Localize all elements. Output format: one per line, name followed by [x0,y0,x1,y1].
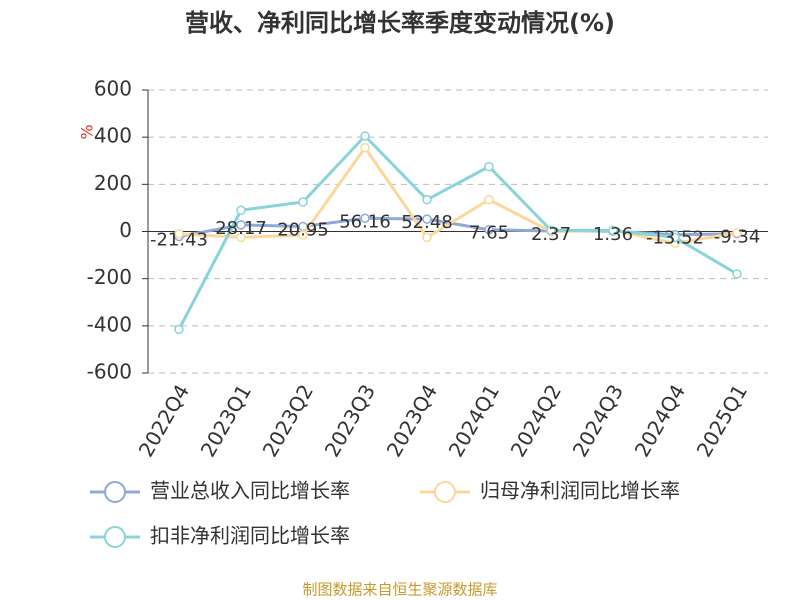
y-tick-label: 400 [94,124,132,148]
chart-title: 营收、净利同比增长率季度变动情况(%) [185,9,615,37]
x-tick-label: 2023Q4 [382,380,442,461]
point [174,324,184,335]
series-line [178,145,738,245]
legend-marker [104,481,126,503]
data-label: 28.17 [215,218,267,239]
point [422,214,432,224]
x-tick-label: 2022Q4 [134,380,194,461]
data-label: -13.52 [646,228,704,249]
point [732,269,742,279]
point [360,143,370,153]
data-label: 20.95 [277,220,329,241]
x-tick-label: 2023Q2 [258,380,318,461]
x-tick-label: 2024Q4 [630,380,690,461]
point [174,229,184,239]
data-label: 1.36 [593,224,633,245]
point [422,194,432,205]
data-label: 2.37 [531,224,571,245]
y-tick-label: 200 [94,171,132,195]
point [236,220,246,230]
y-axis-label: % [78,124,97,139]
point [670,232,680,243]
point [236,232,246,243]
x-tick-label: 2023Q1 [196,380,256,461]
point [360,213,370,224]
legend-label: 归母净利润同比增长率 [480,479,680,503]
point [732,227,742,238]
legend-label: 扣非净利润同比增长率 [150,524,350,548]
point [608,225,618,236]
point [298,197,308,207]
legend-marker [434,481,456,503]
source-note: 制图数据来自恒生聚源数据库 [302,581,497,599]
y-tick-label: 600 [94,77,132,101]
data-label: -21.43 [150,230,208,251]
x-tick-label: 2024Q3 [568,380,628,461]
data-label: 56.16 [339,211,391,232]
x-tick-label: 2025Q1 [692,380,752,461]
y-tick-label: -400 [87,312,132,336]
y-tick-label: 0 [119,218,132,242]
point [236,205,246,216]
data-label: 52.48 [401,212,453,233]
point [360,131,370,141]
legend-label: 营业总收入同比增长率 [150,479,350,503]
series-line [177,133,738,331]
point [484,161,494,172]
y-tick-label: -200 [87,265,132,289]
data-label: -9.34 [714,227,761,248]
data-label: 7.65 [469,223,509,244]
y-tick-label: -600 [87,360,132,384]
point [546,225,556,236]
point [484,224,494,235]
x-tick-label: 2023Q3 [320,380,380,461]
legend-marker [104,526,126,548]
point [422,232,432,243]
x-tick-label: 2024Q2 [506,380,566,461]
x-tick-label: 2024Q1 [444,380,504,461]
point [484,194,494,205]
point [298,230,308,240]
